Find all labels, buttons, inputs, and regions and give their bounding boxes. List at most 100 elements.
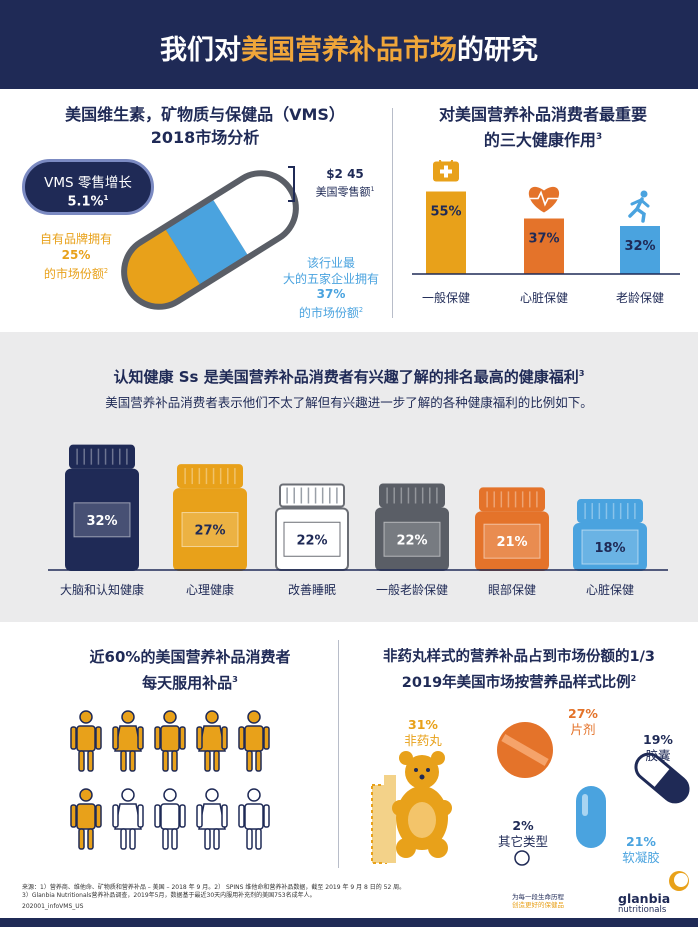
daily-title: 近60%的美国营养补品消费者 每天服用补品3 [20, 646, 360, 694]
bottle-cap [177, 464, 243, 489]
footer-source-line1: 来源：1）营养商、维他命、矿物质和营养补品 – 美国 – 2018 年 9 月。… [22, 884, 406, 891]
bottle-cap [577, 499, 643, 524]
footer-tagline-line1: 为每一段生命历程 [512, 893, 564, 901]
bottle-category-label: 心脏保健 [586, 582, 634, 597]
medical-kit-icon [433, 160, 459, 182]
cognitive-title: 认知健康 Ss 是美国营养补品消费者有兴趣了解的排名最高的健康福利3 [0, 366, 698, 387]
retail-sup: 1 [370, 186, 375, 193]
bottle-cap [379, 483, 445, 508]
bottle-value-label: 27% [194, 524, 225, 539]
benefits-title-line1: 对美国营养补品消费者最重要 [438, 105, 647, 124]
benefit-bar [426, 191, 466, 274]
forms-title-line2-wrap: 2019年美国市场按营养品样式比例2 [340, 668, 698, 694]
person-icon-filled [238, 710, 270, 772]
bottle-bar: 18% [573, 499, 647, 571]
bottle-value-label: 32% [86, 514, 117, 529]
form-category-label: 胶囊 [645, 748, 671, 763]
benefit-value-label: 55% [430, 205, 461, 220]
form-value-label: 21% [626, 834, 656, 849]
person-icon-outline [196, 788, 228, 850]
person-icon-filled [70, 788, 102, 850]
benefit-category-label: 老龄保健 [616, 291, 664, 305]
vms-title-line2: 2018市场分析 [150, 128, 260, 147]
private-label-sup: 2 [103, 267, 109, 275]
top5-value: 37% [316, 287, 346, 301]
footer-tagline-line2: 创造更好的保健品 [512, 901, 564, 909]
form-category-label: 非药丸 [404, 733, 442, 748]
form-value-label: 19% [643, 732, 673, 747]
vms-growth-value-wrap: 5.1%1 [25, 193, 151, 209]
benefits-title-sup: 3 [595, 132, 603, 142]
bottle-category-label: 大脑和认知健康 [60, 582, 144, 597]
benefits-title: 对美国营养补品消费者最重要 的三大健康作用3 [398, 103, 688, 151]
retail-bracket [288, 166, 295, 202]
other-circle-icon [514, 850, 530, 866]
person-icon-filled [196, 710, 228, 772]
cognitive-subtitle: 美国营养补品消费者表示他们不太了解但有兴趣进一步了解的各种健康福利的比例如下。 [105, 395, 593, 410]
bottle-bar: 32% [65, 444, 139, 571]
private-label-value: 25% [61, 248, 91, 262]
bottle-label-panel [73, 502, 131, 538]
forms-title: 非药丸样式的营养补品占到市场份额的1/3 2019年美国市场按营养品样式比例2 [340, 646, 698, 694]
top5-line1: 该行业最 [306, 256, 355, 270]
retail-label-wrap: 美国零售额1 [300, 182, 390, 201]
daily-title-sup: 3 [232, 674, 238, 684]
person-icon-filled [70, 710, 102, 772]
forms-title-line1: 非药丸样式的营养补品占到市场份额的1/3 [383, 649, 655, 665]
top5-line4: 的市场份额 [298, 305, 359, 320]
form-label: 27% 片剂 [548, 706, 618, 738]
private-label-line1: 自有品牌拥有 [39, 232, 112, 246]
bottle-category-label: 一般老龄保健 [376, 582, 448, 597]
benefit-category-label: 一般保健 [422, 290, 470, 305]
bottle-label-panel [383, 521, 441, 557]
forms-graphics [371, 722, 690, 866]
heart-pulse-icon [528, 186, 560, 213]
cognitive-title-text: 认知健康 Ss 是美国营养补品消费者有兴趣了解的排名最高的健康福利 [113, 368, 579, 386]
form-label: 21% 软凝胶 [606, 834, 676, 866]
daily-title-line2-wrap: 每天服用补品3 [20, 668, 360, 694]
vms-title-line1: 美国维生素，矿物质与保健品（VMS） [65, 105, 345, 124]
form-value-label: 31% [408, 717, 438, 732]
softgel-icon [576, 786, 606, 848]
header-bar [0, 0, 698, 89]
benefit-bar [524, 218, 564, 274]
page-title: 我们对美国营养补品市场的研究 [0, 28, 698, 67]
person-icon-outline [154, 788, 186, 850]
retail-label: 美国零售额 [315, 185, 371, 199]
bottle-label-panel [483, 523, 541, 559]
daily-title-line1: 近60%的美国营养补品消费者 [89, 648, 291, 666]
form-category-label: 软凝胶 [622, 850, 660, 865]
form-category-label: 片剂 [570, 722, 596, 737]
person-icon-filled [154, 710, 186, 772]
footer-bar [0, 918, 698, 927]
section3-divider [338, 640, 339, 868]
footer-source-line2: 3）Glanbia Nutritionals营养补品调查，2019年5月，数据基… [22, 892, 316, 899]
bottle-category-label: 眼部保健 [488, 582, 536, 597]
brand-sub: nutritionals [618, 905, 667, 915]
cognitive-title-sup: 3 [578, 368, 585, 378]
vms-growth-label: VMS 零售增长 [44, 175, 132, 191]
footer-source: 来源：1）营养商、维他命、矿物质和营养补品 – 美国 – 2018 年 9 月。… [22, 884, 492, 911]
retail-text: $2 45 美国零售额1 [300, 166, 390, 201]
bottle-value-label: 18% [594, 541, 625, 556]
footer-code: 202001_infoVMS_US [22, 903, 84, 910]
form-label: 19% 胶囊 [626, 732, 690, 764]
form-label: 2% 其它类型 [488, 818, 558, 850]
form-value-label: 27% [568, 706, 598, 721]
private-label-line3-wrap: 的市场份额2 [16, 263, 136, 282]
bottle-cap [69, 444, 135, 469]
bottle-label-panel [283, 521, 341, 557]
title-suffix: 的研究 [457, 35, 538, 66]
forms-title-sup: 2 [630, 674, 637, 683]
running-person-icon [628, 190, 650, 223]
title-prefix: 我们对 [160, 35, 241, 66]
section1-divider [392, 108, 393, 318]
people-pictogram [70, 710, 270, 850]
person-icon-filled [112, 710, 144, 772]
title-highlight: 美国营养补品市场 [241, 35, 457, 66]
private-label-text: 自有品牌拥有 25% 的市场份额2 [16, 231, 136, 282]
bottle-category-label: 改善睡眠 [288, 582, 336, 597]
bottle-bar: 22% [275, 483, 349, 571]
brand-logo-icon [669, 871, 689, 891]
bottle-bar: 22% [375, 483, 449, 571]
